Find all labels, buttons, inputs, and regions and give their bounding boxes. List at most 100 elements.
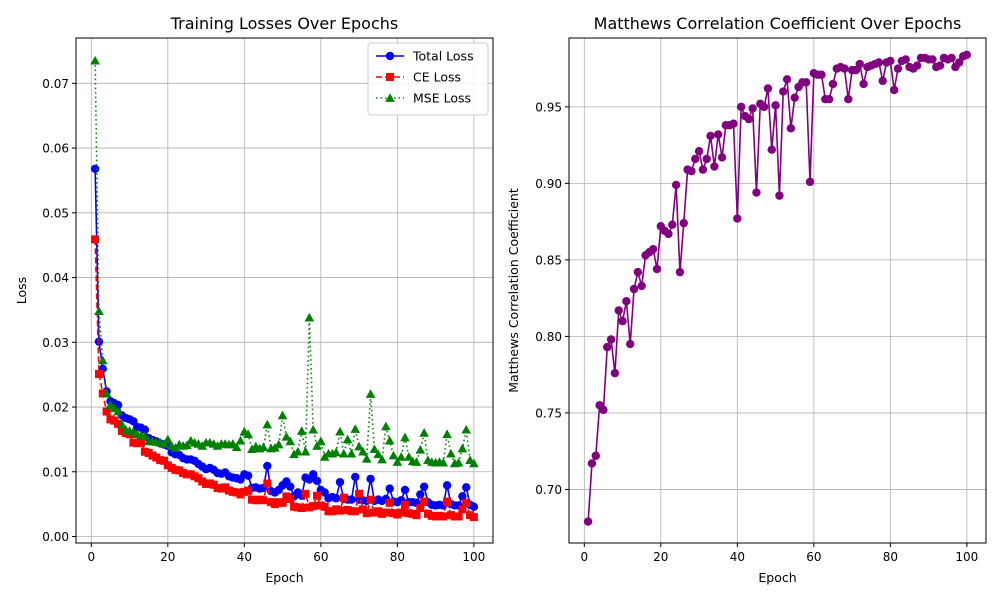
series-line [94, 60, 475, 465]
data-point [392, 457, 403, 466]
data-point [335, 506, 344, 515]
data-point [369, 444, 380, 453]
data-point [469, 458, 479, 468]
data-point [668, 220, 677, 229]
data-point [844, 95, 853, 104]
data-point [102, 407, 111, 416]
data-point [935, 61, 945, 70]
data-point [782, 75, 792, 84]
data-point [231, 442, 242, 452]
y-tick-label: 0.75 [535, 406, 562, 420]
data-point [137, 438, 146, 447]
data-point [928, 55, 937, 64]
data-point [98, 389, 107, 398]
data-point [163, 434, 173, 444]
y-tick-label: 0.70 [535, 483, 562, 497]
data-point [453, 457, 464, 467]
data-point [347, 495, 356, 504]
data-point [859, 79, 868, 89]
data-point [335, 426, 345, 436]
losses-chart: 0 20 40 60 80 100 0.00 0.01 0.02 0.03 0.04 0.05 0.06… [14, 14, 494, 585]
data-point [664, 229, 673, 239]
data-point [610, 368, 620, 378]
mcc-chart: 0 20 40 60 80 100 0.70 0.75 0.80 0.85 0.90 0.95 Matt… [506, 14, 987, 585]
data-point [313, 491, 322, 500]
data-point [331, 494, 341, 503]
series-2 [90, 55, 479, 468]
data-point [91, 235, 100, 244]
y-tick-label: 0.95 [535, 100, 562, 114]
legend-marker [385, 51, 395, 61]
x-tick-label: 80 [390, 550, 405, 564]
data-point [416, 504, 425, 513]
data-point [446, 448, 456, 458]
data-point [159, 439, 169, 448]
y-tick-label: 0.80 [535, 330, 562, 344]
data-point [262, 419, 273, 429]
x-tick-label: 100 [462, 550, 485, 564]
data-point [355, 489, 364, 498]
y-tick-label: 0.06 [42, 142, 69, 156]
data-point [381, 421, 391, 431]
data-point [824, 95, 834, 104]
data-point [606, 335, 616, 344]
data-point [694, 147, 704, 156]
data-point [901, 55, 910, 64]
data-point [243, 429, 253, 439]
data-point [603, 342, 612, 352]
data-point [652, 264, 662, 274]
data-point [281, 432, 292, 441]
data-point [90, 55, 100, 65]
data-point [385, 498, 394, 507]
data-point [583, 517, 593, 526]
data-point [90, 164, 100, 173]
data-point [350, 424, 361, 433]
data-point [729, 119, 738, 128]
data-point [351, 507, 360, 516]
data-point [296, 426, 307, 435]
grid [569, 38, 986, 543]
data-point [706, 131, 715, 141]
data-point [702, 154, 711, 164]
x-tick-label: 60 [806, 550, 821, 564]
data-point [300, 446, 311, 456]
data-point [457, 443, 468, 453]
series-0 [583, 50, 972, 526]
data-point [744, 114, 754, 124]
data-point [381, 508, 390, 517]
data-point [312, 476, 322, 486]
series-line [94, 239, 475, 518]
legend-label: MSE Loss [413, 91, 471, 106]
data-point [419, 428, 429, 437]
data-point [637, 281, 646, 291]
data-point [817, 70, 826, 79]
y-tick-label: 0.01 [42, 465, 69, 479]
data-point [889, 85, 899, 95]
data-point [587, 459, 597, 468]
data-point [301, 489, 310, 498]
data-point [361, 454, 372, 463]
data-point [335, 477, 345, 487]
data-point [962, 50, 972, 60]
data-point [113, 406, 123, 416]
axes-frame [568, 37, 987, 544]
y-tick-label: 0.02 [42, 401, 69, 415]
data-point [469, 502, 479, 511]
data-point [462, 483, 471, 492]
y-tick-label: 0.90 [535, 177, 562, 191]
data-point [759, 102, 769, 112]
legend-label: Total Loss [412, 49, 474, 64]
y-tick-label: 0.03 [42, 336, 69, 350]
data-point [874, 58, 884, 67]
data-point [438, 457, 449, 467]
data-point [263, 461, 272, 471]
data-point [828, 79, 838, 89]
data-point [285, 436, 296, 446]
x-axis-label: Epoch [265, 570, 303, 585]
data-point [710, 162, 719, 171]
data-point [622, 297, 631, 306]
data-point [614, 306, 623, 315]
data-point [342, 434, 353, 444]
data-point [312, 441, 322, 450]
